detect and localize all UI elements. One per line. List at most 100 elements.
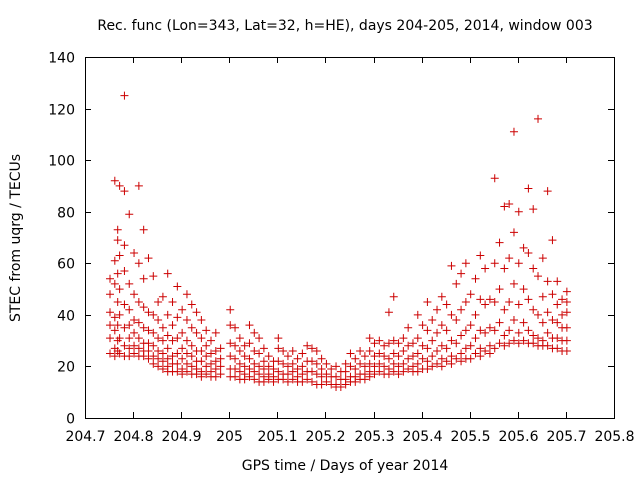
data-point	[178, 305, 187, 314]
data-point	[346, 362, 355, 371]
data-point	[428, 316, 437, 325]
data-point	[485, 323, 494, 332]
data-point	[351, 377, 360, 386]
data-point	[192, 328, 201, 337]
data-point	[255, 370, 264, 379]
data-point	[317, 372, 326, 381]
data-point	[113, 225, 122, 234]
data-point	[548, 290, 557, 299]
data-point	[154, 362, 163, 371]
data-point	[149, 341, 158, 350]
data-point	[399, 334, 408, 343]
data-point	[490, 174, 499, 183]
data-point	[250, 367, 259, 376]
data-point	[370, 352, 379, 361]
data-point	[231, 354, 240, 363]
data-point	[471, 274, 480, 283]
data-point	[312, 346, 321, 355]
data-point	[509, 316, 518, 325]
data-point	[144, 339, 153, 348]
data-point	[423, 365, 432, 374]
data-point	[211, 346, 220, 355]
data-point	[178, 328, 187, 337]
data-point	[144, 308, 153, 317]
plot-frame	[85, 57, 615, 419]
data-point	[543, 187, 552, 196]
data-point	[202, 341, 211, 350]
data-point	[433, 305, 442, 314]
data-point	[245, 372, 254, 381]
data-point	[433, 328, 442, 337]
data-point	[182, 349, 191, 358]
data-point	[269, 377, 278, 386]
data-point	[553, 318, 562, 327]
data-point	[231, 372, 240, 381]
y-axis-title: STEC from uqrg / TECUs	[8, 154, 24, 322]
data-point	[240, 375, 249, 384]
data-point	[192, 308, 201, 317]
x-axis-title: GPS time / Days of year 2014	[242, 458, 449, 474]
data-point	[341, 359, 350, 368]
x-tick-label: 205.2	[305, 429, 345, 445]
data-point	[187, 341, 196, 350]
data-point	[250, 346, 259, 355]
data-point	[437, 354, 446, 363]
data-point	[442, 344, 451, 353]
data-point	[495, 318, 504, 327]
data-point	[226, 321, 235, 330]
data-point	[115, 285, 124, 294]
data-point	[509, 228, 518, 237]
x-tick-label: 205.8	[594, 429, 634, 445]
data-point	[168, 336, 177, 345]
data-point	[279, 346, 288, 355]
data-point	[168, 297, 177, 306]
data-point	[490, 326, 499, 335]
data-point	[408, 339, 417, 348]
data-point	[279, 375, 288, 384]
data-point	[307, 377, 316, 386]
data-point	[259, 377, 268, 386]
data-point	[226, 305, 235, 314]
data-point	[481, 264, 490, 273]
data-point	[495, 285, 504, 294]
data-point	[173, 282, 182, 291]
data-point	[250, 375, 259, 384]
data-point	[351, 354, 360, 363]
data-point	[120, 187, 129, 196]
data-point	[158, 323, 167, 332]
data-point	[158, 365, 167, 374]
x-tick-label: 204.7	[65, 429, 105, 445]
data-point	[317, 354, 326, 363]
x-tick-label: 205.7	[546, 429, 586, 445]
data-point	[144, 346, 153, 355]
data-point	[322, 370, 331, 379]
data-point	[500, 202, 509, 211]
x-tick-label: 205.6	[498, 429, 538, 445]
data-point	[139, 352, 148, 361]
data-point	[529, 264, 538, 273]
data-point	[197, 346, 206, 355]
data-point	[206, 349, 215, 358]
data-point	[192, 370, 201, 379]
data-point	[466, 321, 475, 330]
data-point	[500, 331, 509, 340]
data-point	[231, 323, 240, 332]
data-point	[216, 354, 225, 363]
data-point	[154, 334, 163, 343]
data-point	[399, 367, 408, 376]
data-point	[485, 295, 494, 304]
data-point	[447, 352, 456, 361]
data-point	[173, 313, 182, 322]
data-point	[500, 305, 509, 314]
data-point	[106, 308, 115, 317]
data-point	[115, 334, 124, 343]
data-point	[125, 334, 134, 343]
data-point	[562, 297, 571, 306]
x-tick-label: 204.8	[113, 429, 153, 445]
data-point	[495, 238, 504, 247]
data-point	[389, 359, 398, 368]
data-point	[562, 308, 571, 317]
data-point	[471, 310, 480, 319]
data-point	[481, 328, 490, 337]
